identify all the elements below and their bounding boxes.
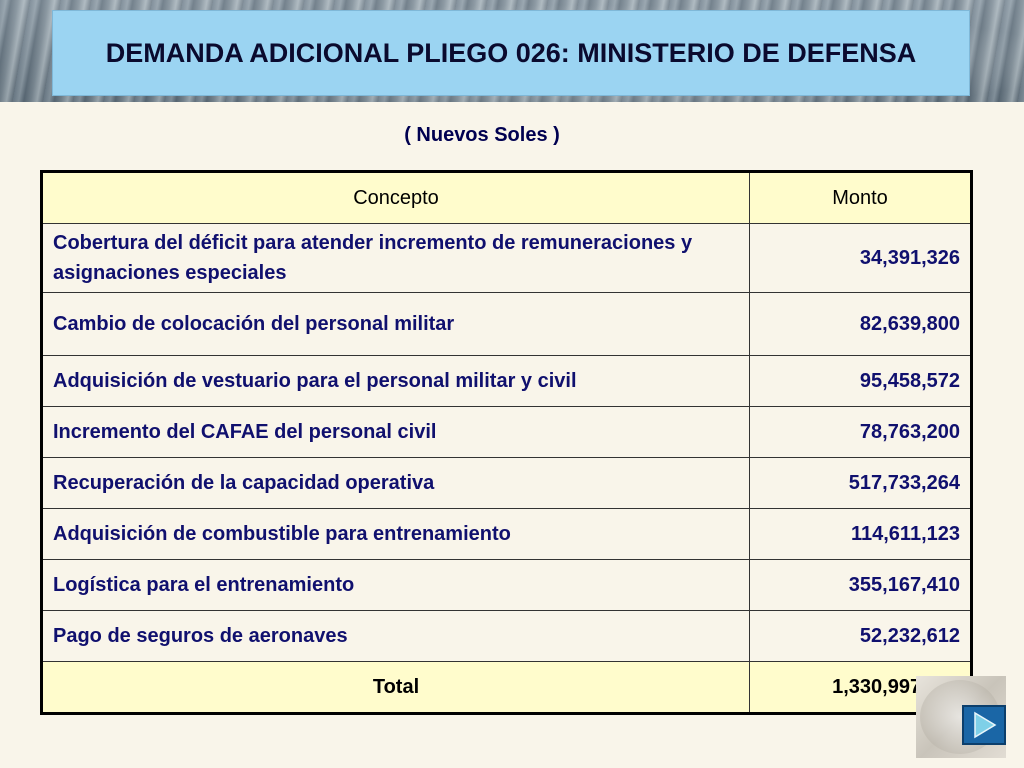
row-concept: Pago de seguros de aeronaves bbox=[41, 610, 750, 662]
title-box: DEMANDA ADICIONAL PLIEGO 026: MINISTERIO… bbox=[52, 10, 970, 96]
row-concept: Recuperación de la capacidad operativa bbox=[41, 457, 750, 509]
row-amount: 355,167,410 bbox=[749, 559, 972, 611]
row-concept: Cobertura del déficit para atender incre… bbox=[41, 223, 750, 293]
page-title: DEMANDA ADICIONAL PLIEGO 026: MINISTERIO… bbox=[105, 38, 917, 68]
row-amount: 52,232,612 bbox=[749, 610, 972, 662]
row-amount: 34,391,326 bbox=[749, 223, 972, 293]
row-amount: 95,458,572 bbox=[749, 355, 972, 407]
row-concept: Logística para el entrenamiento bbox=[41, 559, 750, 611]
budget-table: Concepto Monto Cobertura del déficit par… bbox=[40, 170, 973, 715]
next-slide-button[interactable] bbox=[962, 705, 1006, 745]
row-amount: 114,611,123 bbox=[749, 508, 972, 560]
table-header-row: Concepto Monto bbox=[41, 171, 972, 224]
header-amount: Monto bbox=[749, 171, 972, 224]
table-row: Recuperación de la capacidad operativa 5… bbox=[41, 457, 972, 509]
row-concept: Adquisición de combustible para entrenam… bbox=[41, 508, 750, 560]
row-amount: 82,639,800 bbox=[749, 292, 972, 356]
table-row: Pago de seguros de aeronaves 52,232,612 bbox=[41, 610, 972, 662]
table-row: Adquisición de vestuario para el persona… bbox=[41, 355, 972, 407]
header-concept: Concepto bbox=[41, 171, 750, 224]
row-concept: Cambio de colocación del personal milita… bbox=[41, 292, 750, 356]
table-row: Incremento del CAFAE del personal civil … bbox=[41, 406, 972, 458]
row-concept: Adquisición de vestuario para el persona… bbox=[41, 355, 750, 407]
units-subtitle: ( Nuevos Soles ) bbox=[404, 124, 560, 146]
table-row: Logística para el entrenamiento 355,167,… bbox=[41, 559, 972, 611]
row-amount: 78,763,200 bbox=[749, 406, 972, 458]
table-row: Adquisición de combustible para entrenam… bbox=[41, 508, 972, 560]
play-arrow-icon bbox=[974, 711, 997, 739]
row-amount: 517,733,264 bbox=[749, 457, 972, 509]
row-concept: Incremento del CAFAE del personal civil bbox=[41, 406, 750, 458]
total-label: Total bbox=[41, 661, 750, 714]
table-row: Cobertura del déficit para atender incre… bbox=[41, 223, 972, 293]
total-row: Total 1,330,997,307 bbox=[41, 661, 972, 714]
table-row: Cambio de colocación del personal milita… bbox=[41, 292, 972, 356]
